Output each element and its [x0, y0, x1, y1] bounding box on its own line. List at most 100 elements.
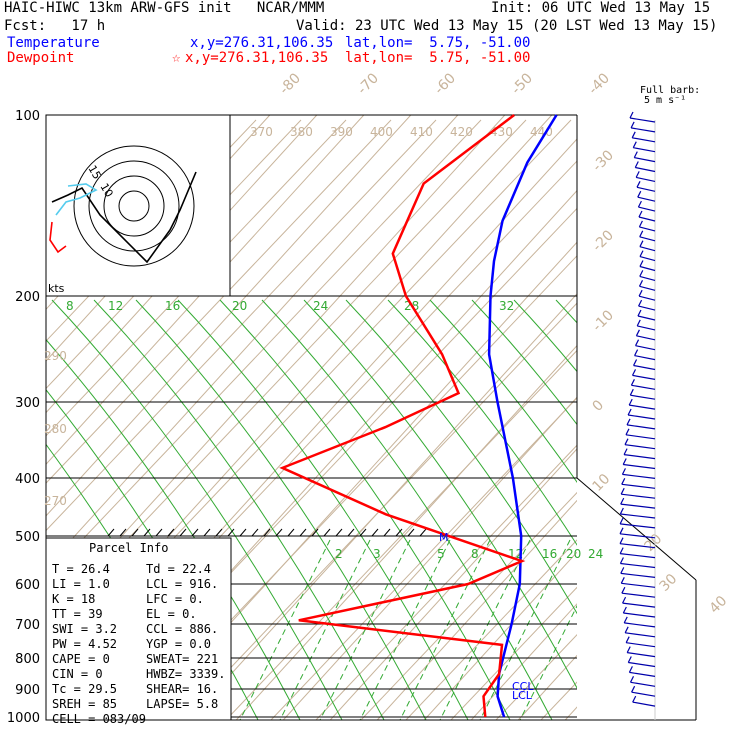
- wind-barb: [632, 374, 656, 380]
- wind-barb-feather: [621, 468, 626, 475]
- mixing-ratio-line: [429, 299, 577, 483]
- wind-barb: [630, 394, 656, 400]
- dry-adiabat-line: [721, 120, 740, 720]
- m-label: M: [439, 531, 449, 544]
- wind-barb: [629, 117, 656, 123]
- wind-barb: [622, 602, 656, 608]
- wind-barb: [621, 483, 656, 489]
- wind-barb-feather: [633, 359, 638, 366]
- hatch-mark: [227, 528, 235, 537]
- hodograph-ring: [73, 145, 195, 267]
- parcel-row-left: LI = 1.0: [52, 577, 110, 591]
- mixing-ratio-label: 20: [232, 299, 247, 313]
- wind-barb-feather: [619, 537, 624, 544]
- hatch-mark: [203, 528, 211, 537]
- wind-barb-feather: [638, 220, 643, 228]
- hatch-mark: [347, 528, 355, 537]
- temperature-xy: x,y=276.31,106.35: [190, 35, 334, 51]
- wind-barb: [626, 424, 656, 430]
- wind-barb-feather: [630, 379, 635, 386]
- mixing-ratio-line: [219, 299, 511, 720]
- hodograph-trace-upper: [51, 171, 197, 264]
- wind-barb: [623, 454, 656, 460]
- moist-adiabat-dashed: [439, 539, 531, 720]
- wind-barb: [632, 137, 656, 143]
- wind-barb-feather: [627, 656, 632, 663]
- wind-barb: [633, 147, 656, 153]
- wind-barb-feather: [629, 111, 634, 119]
- dry-adiabat-line: [180, 302, 577, 720]
- wind-barb: [637, 325, 656, 331]
- parcel-row-left: T = 26.4: [52, 562, 110, 576]
- theta-label: 400: [370, 125, 393, 139]
- wind-barb-feather: [635, 329, 640, 337]
- dry-adiabat-line: [270, 397, 577, 720]
- wind-barb-feather: [639, 230, 644, 238]
- wind-barb: [639, 285, 656, 291]
- wind-barb-feather: [626, 646, 631, 653]
- theta-side-label: 290: [44, 349, 67, 363]
- wind-barb-feather: [629, 676, 635, 683]
- wind-barb: [626, 642, 656, 648]
- wind-barb: [638, 216, 656, 222]
- hodograph-ring: [118, 190, 150, 222]
- barb-legend-unit: 5 m s⁻¹: [644, 95, 687, 106]
- pressure-label: 400: [15, 472, 40, 487]
- wind-barb: [638, 206, 656, 212]
- wind-barb-feather: [619, 547, 624, 554]
- mixing-ratio-lower-label: 5: [437, 547, 445, 561]
- isotherm-line: [612, 115, 740, 720]
- wind-barbs: [619, 111, 656, 720]
- wind-barb: [639, 256, 656, 262]
- hatch-mark: [131, 528, 139, 537]
- mixing-ratio-lower-label: 20: [566, 547, 581, 561]
- wind-barb-feather: [622, 458, 627, 465]
- wind-barb: [625, 434, 656, 440]
- isotherm-label: 40: [707, 593, 731, 617]
- hatch-mark: [251, 528, 259, 537]
- wind-barb-feather: [625, 636, 630, 643]
- mixing-ratio-lower-label: 24: [588, 547, 603, 561]
- wind-barb-feather: [625, 428, 630, 436]
- pressure-label: 700: [15, 618, 40, 633]
- wind-barb-feather: [636, 181, 641, 188]
- wind-barb-feather: [622, 606, 627, 614]
- moist-adiabat-dashed: [399, 539, 491, 720]
- wind-barb: [621, 582, 656, 588]
- isotherm-line: [188, 293, 577, 720]
- parcel-row-right: EL = 0.: [146, 607, 197, 621]
- wind-barb-feather: [620, 577, 625, 584]
- wind-barb-feather: [634, 349, 639, 356]
- hodograph-ring-label: 15: [85, 163, 103, 182]
- wind-barb-feather: [631, 131, 636, 139]
- parcel-row-right: Td = 22.4: [146, 562, 211, 576]
- hatch-mark: [215, 528, 223, 537]
- mixing-ratio-lower-label: 3: [373, 547, 381, 561]
- parcel-row-right: SWEAT= 221: [146, 652, 218, 666]
- wind-barb: [633, 364, 656, 371]
- mixing-ratio-line: [46, 338, 301, 720]
- wind-barb: [638, 305, 656, 311]
- wind-barb: [620, 572, 656, 578]
- parcel-row-right: LAPSE= 5.8: [146, 697, 218, 711]
- wind-barb: [620, 562, 656, 569]
- wind-barb-feather: [638, 289, 643, 297]
- wind-barb: [637, 315, 656, 321]
- isotherm-label: -60: [432, 70, 459, 97]
- isotherm-line: [46, 115, 412, 517]
- parcel-row-left: SWI = 3.2: [52, 622, 117, 636]
- temperature-profile-line: [487, 114, 558, 718]
- wind-barb-feather: [619, 517, 624, 525]
- lcl-label: LCL: [512, 689, 533, 702]
- pressure-label: 600: [15, 578, 40, 593]
- mixing-ratio-line: [555, 299, 577, 324]
- parcel-row-left: SREH = 85: [52, 697, 117, 711]
- mixing-ratio-lower-label: 8: [471, 547, 479, 561]
- dry-adiabat-line: [360, 491, 577, 720]
- wind-barb: [620, 513, 656, 519]
- dry-adiabat-line: [315, 444, 577, 720]
- pressure-label: 300: [15, 396, 40, 411]
- wind-barb-feather: [639, 250, 644, 257]
- wind-barb: [639, 275, 656, 281]
